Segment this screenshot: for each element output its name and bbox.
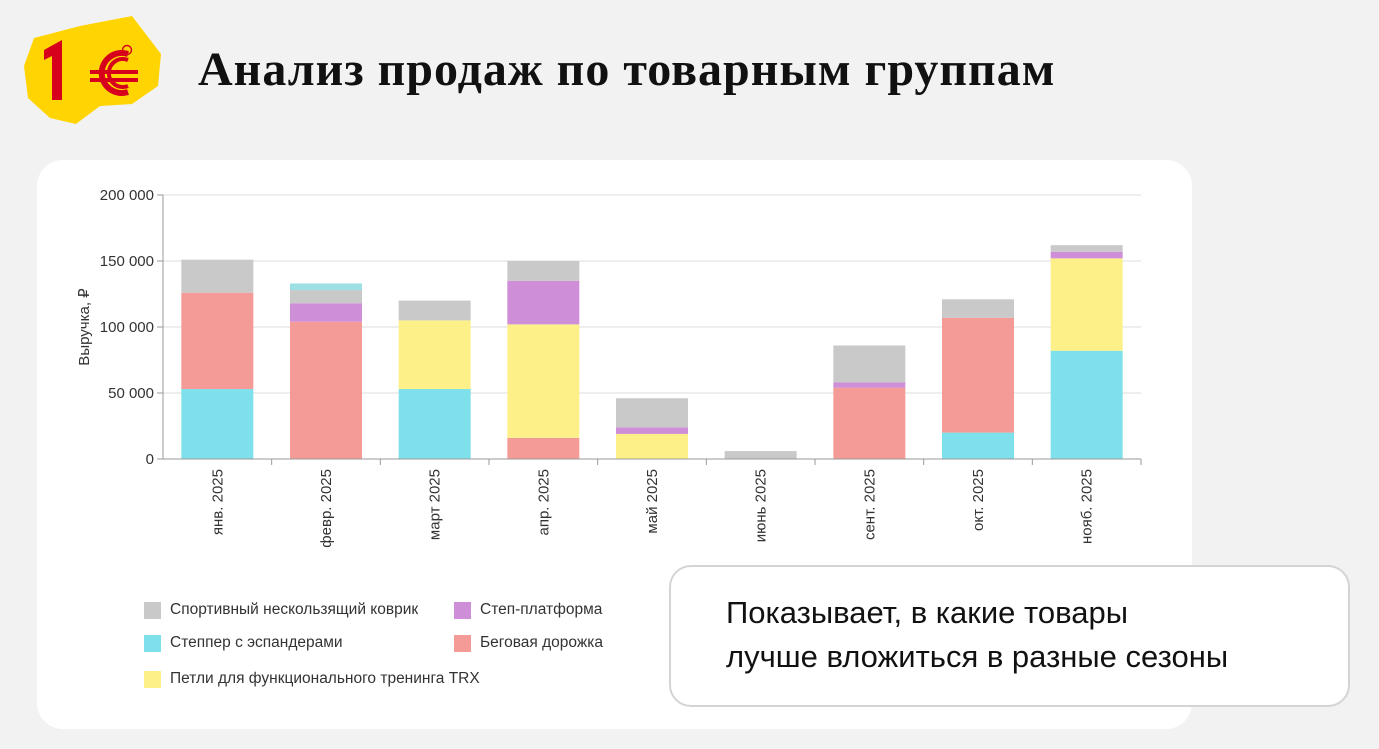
legend-item: Петли для функционального тренинга TRX (144, 669, 480, 689)
x-tick-label: нояб. 2025 (1079, 469, 1096, 544)
y-tick-label: 0 (146, 451, 154, 468)
legend-swatch (144, 634, 161, 652)
bar-segment (290, 303, 362, 322)
bar-segment (616, 433, 688, 459)
bar-segment (833, 382, 906, 388)
callout-line-2: лучше вложиться в разные сезоны (726, 639, 1229, 674)
x-tick-label: окт. 2025 (970, 469, 987, 531)
x-tick-label: июнь 2025 (753, 469, 770, 542)
bar-segment (290, 321, 362, 459)
bar-segment (1050, 350, 1123, 459)
x-tick-label: апр. 2025 (535, 469, 552, 536)
bar-segment (290, 283, 362, 291)
bar-segment (616, 398, 688, 428)
legend-item: Степпер с эспандерами (144, 633, 343, 653)
y-tick-label: 150 000 (100, 253, 154, 270)
bar-segment (1050, 251, 1123, 259)
x-tick-label: февр. 2025 (318, 469, 335, 548)
bar-segment (833, 345, 906, 383)
bar-segment (507, 280, 580, 325)
bar-segment (507, 437, 580, 459)
page-title: Анализ продаж по товарным группам (198, 43, 1056, 96)
legend-swatch (454, 634, 471, 652)
bar-segment (290, 290, 362, 304)
x-tick-label: янв. 2025 (209, 469, 226, 535)
x-tick-label: май 2025 (644, 469, 661, 534)
chart-card: 0 50 000 100 000 150 000 200 000 Выручка, ₽ ян… (37, 160, 1192, 729)
bar-segment (1050, 258, 1123, 351)
legend-item: Спортивный нескользящий коврик (144, 600, 418, 620)
legend-label: Степ-платформа (480, 601, 603, 618)
y-axis-label: Выручка, ₽ (76, 288, 93, 366)
logo-1c (24, 16, 161, 124)
callout-line-1: Показывает, в какие товары (726, 595, 1128, 630)
bar-segment (398, 320, 471, 390)
bar-segment (398, 389, 471, 459)
x-tick-label: март 2025 (427, 469, 444, 540)
bar-segment (833, 387, 906, 459)
bar-segment (398, 300, 471, 321)
bar-segment (181, 389, 254, 459)
legend-swatch (454, 601, 471, 619)
bar-segment (616, 427, 688, 434)
bar-segment (507, 324, 580, 438)
legend-item: Беговая дорожка (454, 633, 603, 653)
legend-item: Степ-платформа (454, 600, 602, 620)
bar-segment (181, 292, 254, 390)
legend-label: Спортивный нескользящий коврик (170, 601, 419, 618)
legend-label: Беговая дорожка (480, 634, 603, 651)
y-tick-label: 200 000 (100, 187, 154, 204)
bar-segment (507, 261, 580, 281)
x-tick-label: сент. 2025 (861, 469, 878, 540)
bar-chart: 0 50 000 100 000 150 000 200 000 Выручка, ₽ ян… (76, 187, 1142, 548)
y-tick-label: 100 000 (100, 319, 154, 336)
legend-swatch (144, 670, 161, 688)
bar-segment (942, 317, 1014, 433)
y-tick-label: 50 000 (108, 385, 154, 402)
legend-label: Петли для функционального тренинга TRX (170, 670, 480, 687)
legend-label: Степпер с эспандерами (170, 634, 343, 651)
bar-segment (942, 432, 1014, 459)
bar-segment (724, 451, 797, 459)
callout-box: Показывает, в какие товары лучше вложить… (669, 565, 1350, 707)
legend-swatch (144, 601, 161, 619)
bar-segment (942, 299, 1014, 318)
bar-segment (1050, 245, 1123, 252)
bar-segment (181, 259, 254, 293)
